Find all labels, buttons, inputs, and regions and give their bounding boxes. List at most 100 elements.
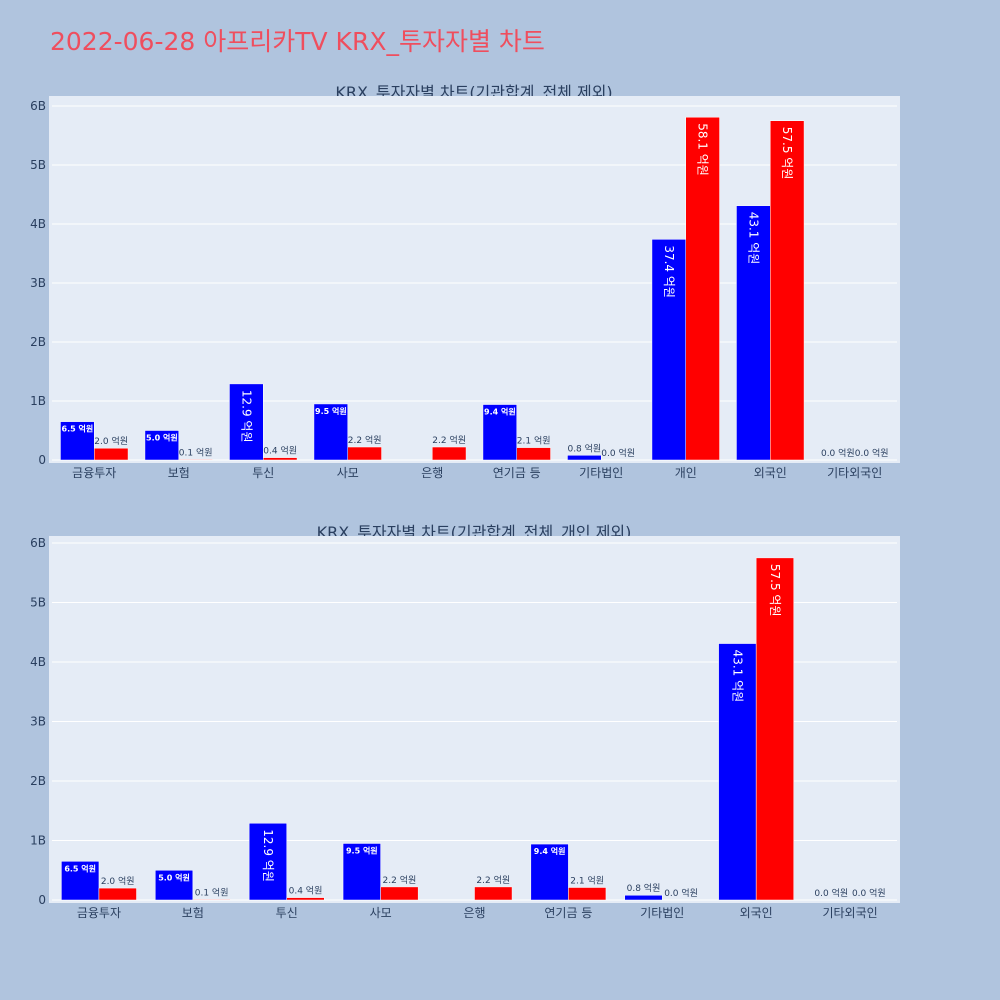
x-tick-label: 연기금 등 <box>544 906 592 920</box>
bar-value-label: 2.2 억원 <box>348 434 382 446</box>
x-tick-label: 사모 <box>370 906 392 920</box>
bar-value-label: 12.9 억원 <box>239 390 253 443</box>
x-tick-label: 기타법인 <box>640 906 684 920</box>
x-tick-label: 은행 <box>421 465 443 480</box>
bar-red <box>474 886 513 901</box>
y-tick-label: 2B <box>30 774 46 788</box>
x-tick-label: 보험 <box>182 906 204 920</box>
bar-value-label: 0.0 억원 <box>855 447 889 459</box>
bar-value-label: 57.5 억원 <box>768 564 782 617</box>
bar-value-label: 2.2 억원 <box>383 874 417 886</box>
bar-value-label: 9.4 억원 <box>484 407 516 417</box>
bar-value-label: 0.0 억원 <box>664 887 698 899</box>
x-tick-label: 투신 <box>276 906 298 920</box>
bar-value-label: 2.2 억원 <box>432 434 466 446</box>
bar-blue <box>651 239 687 461</box>
bar-red <box>347 446 382 461</box>
bar-value-label: 0.0 억원 <box>852 887 886 899</box>
y-tick-label: 6B <box>30 536 46 550</box>
bar-blue <box>248 822 287 901</box>
bar-value-label: 9.5 억원 <box>346 845 378 855</box>
bar-value-label: 5.0 억원 <box>146 433 178 443</box>
bar-value-label: 2.1 억원 <box>570 875 604 887</box>
bar-blue <box>342 843 381 901</box>
bar-value-label: 0.0 억원 <box>821 447 855 459</box>
bar-red <box>263 457 298 461</box>
y-tick-label: 3B <box>30 276 46 290</box>
bar-blue <box>482 404 518 461</box>
bar-value-label: 43.1 억원 <box>746 212 760 265</box>
x-tick-label: 금융투자 <box>77 906 121 920</box>
page-title: 2022-06-28 아프리카TV KRX_투자자별 차트 <box>50 27 545 56</box>
bar-blue <box>61 861 100 901</box>
bar-blue <box>144 430 179 461</box>
bar-value-label: 0.8 억원 <box>567 442 601 454</box>
bar-blue <box>313 403 349 461</box>
bar-value-label: 9.5 억원 <box>315 406 347 416</box>
x-tick-label: 보험 <box>168 466 190 480</box>
x-tick-label: 투신 <box>252 466 274 480</box>
x-tick-label: 기타법인 <box>579 466 623 480</box>
x-tick-label: 기타외국인 <box>827 466 882 480</box>
bar-blue <box>530 843 569 901</box>
bar-red <box>432 446 467 461</box>
x-tick-label: 외국인 <box>740 906 773 920</box>
bar-value-label: 6.5 억원 <box>62 424 94 434</box>
y-tick-label: 0 <box>38 453 46 467</box>
bar-blue <box>624 894 663 901</box>
bar-value-label: 0.1 억원 <box>195 886 229 898</box>
bar-value-label: 37.4 억원 <box>662 245 676 298</box>
y-tick-label: 2B <box>30 335 46 349</box>
bar-blue <box>155 870 194 901</box>
bar-red <box>568 887 607 901</box>
y-tick-label: 1B <box>30 394 46 408</box>
bar-red <box>178 459 213 461</box>
bar-red <box>770 120 805 461</box>
y-tick-label: 5B <box>30 596 46 610</box>
bar-value-label: 5.0 억원 <box>158 872 190 882</box>
x-tick-label: 기타외국인 <box>822 906 877 920</box>
bar-red <box>516 447 551 461</box>
bar-red <box>98 887 137 901</box>
bar-red <box>755 557 794 901</box>
bar-value-label: 58.1 억원 <box>696 123 710 176</box>
y-tick-label: 3B <box>30 715 46 729</box>
y-tick-label: 0 <box>38 893 46 907</box>
bar-value-label: 2.1 억원 <box>517 435 551 447</box>
bar-value-label: 57.5 억원 <box>780 127 794 180</box>
x-tick-label: 외국인 <box>754 466 787 480</box>
bar-red <box>380 886 419 901</box>
x-tick-label: 개인 <box>675 466 697 480</box>
y-tick-label: 5B <box>30 158 46 172</box>
bar-value-label: 2.0 억원 <box>101 875 135 887</box>
bar-red <box>94 447 129 461</box>
bar-blue <box>229 383 264 461</box>
y-tick-label: 4B <box>30 655 46 669</box>
bar-value-label: 0.1 억원 <box>179 446 213 458</box>
y-tick-label: 6B <box>30 99 46 113</box>
y-tick-label: 1B <box>30 834 46 848</box>
x-tick-label: 사모 <box>337 466 359 480</box>
bar-value-label: 2.0 억원 <box>94 435 128 447</box>
bar-value-label: 0.4 억원 <box>263 445 297 457</box>
bar-blue <box>736 205 771 461</box>
bar-value-label: 0.8 억원 <box>627 882 661 894</box>
y-tick-label: 4B <box>30 217 46 231</box>
bar-blue <box>718 643 757 901</box>
x-tick-label: 연기금 등 <box>493 466 541 480</box>
bar-value-label: 9.4 억원 <box>534 846 566 856</box>
bar-blue <box>60 421 95 461</box>
bar-red <box>286 897 325 901</box>
bar-blue <box>567 455 602 461</box>
bar-value-label: 0.0 억원 <box>601 447 635 459</box>
bar-red <box>685 116 720 461</box>
bar-value-label: 2.2 억원 <box>476 874 510 886</box>
x-tick-label: 금융투자 <box>72 466 116 480</box>
bar-value-label: 0.0 억원 <box>814 887 848 899</box>
bar-value-label: 12.9 억원 <box>261 829 275 882</box>
bar-value-label: 6.5 억원 <box>64 863 96 873</box>
bar-value-label: 0.4 억원 <box>289 885 323 897</box>
x-tick-label: 은행 <box>463 905 485 920</box>
